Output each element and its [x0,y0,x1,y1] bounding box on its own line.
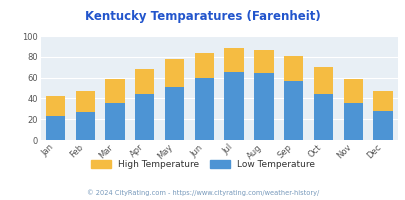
Bar [164,87,184,140]
Bar [194,78,213,140]
Text: © 2024 CityRating.com - https://www.cityrating.com/weather-history/: © 2024 CityRating.com - https://www.city… [87,189,318,196]
Bar [46,96,65,116]
Bar [373,91,392,111]
Bar [135,94,154,140]
Bar [164,59,184,87]
Bar [46,116,65,140]
Bar [135,69,154,94]
Bar [254,73,273,140]
Text: Kentucky Temparatures (Farenheit): Kentucky Temparatures (Farenheit) [85,10,320,23]
Bar [343,103,362,140]
Bar [313,67,333,94]
Bar [194,53,213,78]
Bar [105,103,124,140]
Bar [105,79,124,103]
Bar [224,72,243,140]
Bar [284,81,303,140]
Bar [343,79,362,103]
Bar [75,91,95,112]
Bar [284,56,303,81]
Bar [313,94,333,140]
Bar [373,111,392,140]
Bar [75,112,95,140]
Bar [254,50,273,73]
Bar [224,48,243,72]
Legend: High Temperature, Low Temperature: High Temperature, Low Temperature [88,157,317,171]
